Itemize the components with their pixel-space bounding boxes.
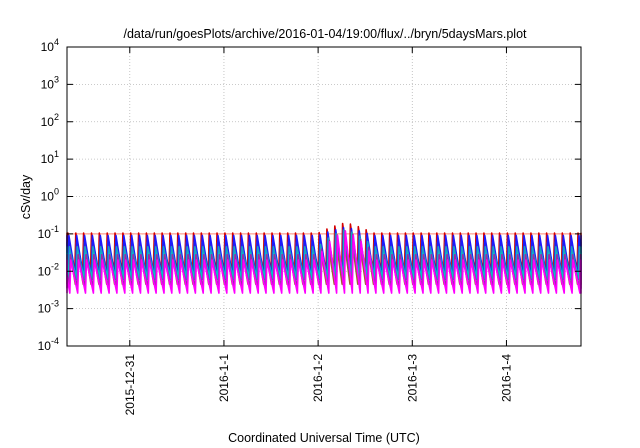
y-tick-label: 10-1 bbox=[38, 224, 59, 241]
y-tick-label: 103 bbox=[41, 74, 59, 91]
y-tick-label: 10-4 bbox=[38, 336, 59, 353]
grid bbox=[67, 47, 581, 346]
y-tick-label: 10-2 bbox=[38, 261, 59, 278]
x-tick-label: 2016-1-4 bbox=[499, 354, 513, 402]
x-axis-title: Coordinated Universal Time (UTC) bbox=[228, 431, 420, 445]
y-tick-label: 104 bbox=[41, 37, 59, 54]
plot-frame bbox=[66, 46, 582, 347]
y-tick-label: 100 bbox=[41, 187, 59, 204]
series-line bbox=[66, 230, 582, 294]
x-axis: 2015-12-31 2016-1-1 2016-1-2 2016-1-3 2016-1… bbox=[123, 47, 513, 416]
series-group bbox=[66, 222, 582, 294]
x-tick-label: 2016-1-3 bbox=[405, 354, 419, 402]
x-tick-label: 2016-1-2 bbox=[311, 354, 325, 402]
y-tick-label: 10-3 bbox=[38, 299, 59, 316]
x-tick-label: 2015-12-31 bbox=[123, 354, 137, 416]
y-axis: 10-4 10-3 10-2 10-1 100 101 102 103 104 bbox=[38, 37, 581, 353]
y-tick-label: 101 bbox=[41, 149, 59, 166]
y-axis-title: cSv/day bbox=[19, 174, 33, 219]
chart-title: /data/run/goesPlots/archive/2016-01-04/1… bbox=[123, 27, 527, 41]
y-tick-label: 102 bbox=[41, 112, 59, 129]
x-tick-label: 2016-1-1 bbox=[217, 354, 231, 402]
